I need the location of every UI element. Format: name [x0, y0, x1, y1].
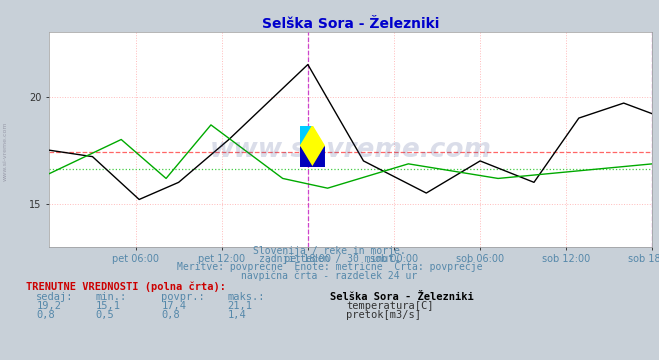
Text: 17,4: 17,4 — [161, 301, 186, 311]
Text: 0,5: 0,5 — [96, 310, 114, 320]
Text: www.si-vreme.com: www.si-vreme.com — [3, 121, 8, 181]
Text: min.:: min.: — [96, 292, 127, 302]
Title: Selška Sora - Železniki: Selška Sora - Železniki — [262, 17, 440, 31]
Text: 1,4: 1,4 — [227, 310, 246, 320]
Polygon shape — [300, 147, 312, 167]
Text: zadnji teden / 30 minut.: zadnji teden / 30 minut. — [259, 254, 400, 264]
Text: pretok[m3/s]: pretok[m3/s] — [346, 310, 421, 320]
Text: sedaj:: sedaj: — [36, 292, 74, 302]
Text: Selška Sora - Železniki: Selška Sora - Železniki — [330, 292, 473, 302]
Text: 0,8: 0,8 — [36, 310, 55, 320]
Text: www.si-vreme.com: www.si-vreme.com — [210, 137, 492, 163]
Text: maks.:: maks.: — [227, 292, 265, 302]
Text: TRENUTNE VREDNOSTI (polna črta):: TRENUTNE VREDNOSTI (polna črta): — [26, 281, 226, 292]
Text: 0,8: 0,8 — [161, 310, 180, 320]
Text: 15,1: 15,1 — [96, 301, 121, 311]
Polygon shape — [312, 147, 325, 167]
Text: temperatura[C]: temperatura[C] — [346, 301, 434, 311]
Text: 21,1: 21,1 — [227, 301, 252, 311]
Text: Meritve: povprečne  Enote: metrične  Črta: povprečje: Meritve: povprečne Enote: metrične Črta:… — [177, 260, 482, 273]
Text: navpična črta - razdelek 24 ur: navpična črta - razdelek 24 ur — [241, 270, 418, 281]
Polygon shape — [300, 126, 325, 167]
Text: Slovenija / reke in morje.: Slovenija / reke in morje. — [253, 246, 406, 256]
Text: povpr.:: povpr.: — [161, 292, 205, 302]
Polygon shape — [300, 126, 312, 147]
Text: 19,2: 19,2 — [36, 301, 61, 311]
